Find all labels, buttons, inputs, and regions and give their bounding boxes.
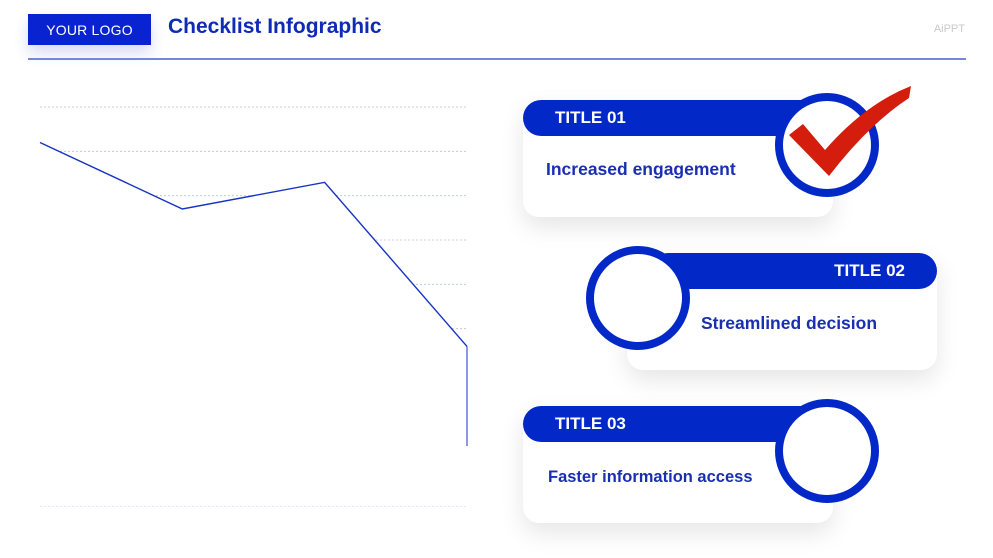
card-2-title: TITLE 02 — [834, 261, 905, 280]
card-2-check-ring[interactable] — [586, 246, 690, 350]
page-title: Checklist Infographic — [168, 15, 382, 38]
chart-line-series — [39, 141, 468, 347]
chart-area-series — [40, 142, 467, 506]
card-3-check-ring[interactable] — [775, 399, 879, 503]
header-divider — [28, 58, 966, 60]
card-3-title-bar: TITLE 03 — [523, 406, 823, 442]
brand-watermark: AiPPT — [933, 23, 965, 35]
checkmark-icon — [789, 86, 911, 176]
card-1-text: Increased engagement — [546, 159, 736, 179]
card-3-title: TITLE 03 — [555, 414, 626, 433]
card-1-check-ring[interactable] — [775, 93, 879, 197]
logo: YOUR LOGO — [28, 14, 151, 45]
card-1-title: TITLE 01 — [555, 108, 626, 127]
card-2-title-bar: TITLE 02 — [650, 253, 937, 289]
card-1-title-bar: TITLE 01 — [523, 100, 823, 136]
area-chart — [39, 106, 468, 507]
card-3-text: Faster information access — [548, 468, 753, 486]
card-2-text: Streamlined decision — [701, 313, 878, 333]
